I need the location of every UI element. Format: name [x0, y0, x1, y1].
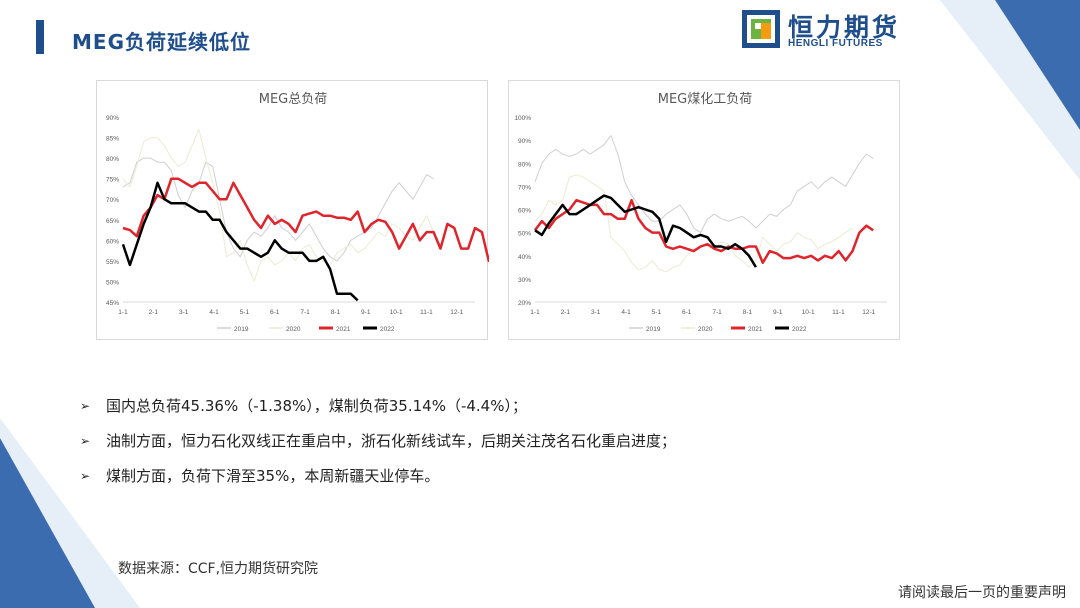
y-tick-label: 45% [106, 300, 119, 307]
x-tick-label: 2-1 [561, 309, 571, 316]
chart-title: MEG煤化工负荷 [658, 92, 753, 107]
title-accent-bar [36, 20, 44, 54]
disclaimer-footer: 请阅读最后一页的重要声明 [898, 585, 1066, 601]
logo-mark-icon [742, 10, 780, 48]
x-tick-label: 9-1 [773, 309, 783, 316]
x-tick-label: 3-1 [179, 309, 189, 316]
y-tick-label: 70% [106, 197, 119, 204]
arrow-bullet-icon: ➢ [80, 468, 91, 483]
x-tick-label: 1-1 [118, 309, 128, 316]
y-tick-label: 80% [106, 156, 119, 163]
x-tick-label: 8-1 [743, 309, 753, 316]
y-tick-label: 40% [518, 254, 531, 261]
y-tick-label: 70% [518, 184, 531, 191]
y-tick-label: 100% [514, 115, 531, 122]
chart-total-load: MEG总负荷 45% 50% 55% 60% 65% 70% 75% 80% 85% 90% 1-1 2… [96, 80, 489, 340]
legend-label: 2022 [792, 326, 807, 333]
logo-english-name: HENGLI FUTURES [788, 38, 883, 49]
corner-decoration-bottom-left [0, 418, 140, 608]
legend-label: 2020 [698, 326, 713, 333]
legend-label: 2020 [286, 326, 301, 333]
series-line-2021 [122, 177, 489, 263]
page-title: MEG负荷延续低位 [72, 30, 251, 54]
x-tick-label: 11-1 [832, 309, 845, 316]
y-tick-label: 20% [518, 300, 531, 307]
bullet-text: 油制方面，恒力石化双线正在重启中，浙石化新线试车，后期关注茂名石化重启进度； [106, 432, 677, 450]
legend-label: 2022 [380, 326, 395, 333]
bullet-item: ➢ 国内总负荷45.36%（-1.38%），煤制负荷35.14%（-4.4%）； [80, 388, 676, 423]
x-tick-label: 5-1 [652, 309, 662, 316]
x-tick-label: 10-1 [390, 309, 403, 316]
series-line-2019 [534, 135, 874, 234]
x-tick-label: 6-1 [270, 309, 280, 316]
x-tick-label: 3-1 [591, 309, 601, 316]
chart-coal-chemical-load: MEG煤化工负荷 20% 30% 40% 50% 60% 70% 80% 90% 100% 1-1 2… [508, 80, 900, 340]
legend-label: 2019 [646, 326, 661, 333]
y-tick-label: 75% [106, 177, 119, 184]
x-tick-label: 11-1 [420, 309, 433, 316]
y-tick-label: 30% [518, 277, 531, 284]
legend-label: 2021 [336, 326, 351, 333]
y-tick-label: 60% [518, 208, 531, 215]
corner-decoration-top-right [940, 0, 1080, 180]
arrow-bullet-icon: ➢ [80, 398, 91, 413]
y-tick-label: 50% [106, 279, 119, 286]
series-line-2020 [534, 174, 853, 273]
bullet-item: ➢ 油制方面，恒力石化双线正在重启中，浙石化新线试车，后期关注茂名石化重启进度； [80, 423, 676, 458]
logo-chinese-name: 恒力期货 [788, 13, 901, 42]
series-line-2022 [534, 194, 757, 268]
x-tick-label: 10-1 [802, 309, 815, 316]
company-logo: 恒力期货 HENGLI FUTURES [742, 10, 912, 52]
y-tick-label: 90% [518, 138, 531, 145]
x-tick-label: 12-1 [862, 309, 875, 316]
x-tick-label: 2-1 [149, 309, 159, 316]
chart-title: MEG总负荷 [259, 92, 328, 107]
y-tick-label: 80% [518, 161, 531, 168]
x-tick-label: 4-1 [621, 309, 631, 316]
bullet-item: ➢ 煤制方面，负荷下滑至35%，本周新疆天业停车。 [80, 458, 676, 493]
x-tick-label: 1-1 [530, 309, 540, 316]
y-tick-label: 65% [106, 218, 119, 225]
x-tick-label: 9-1 [361, 309, 371, 316]
series-line-2020 [122, 128, 435, 282]
bullet-text: 国内总负荷45.36%（-1.38%），煤制负荷35.14%（-4.4%）； [106, 397, 527, 415]
legend-label: 2021 [748, 326, 763, 333]
bullet-text: 煤制方面，负荷下滑至35%，本周新疆天业停车。 [106, 467, 440, 485]
data-source-note: 数据来源：CCF,恒力期货研究院 [118, 561, 319, 577]
x-tick-label: 12-1 [450, 309, 463, 316]
bullet-list: ➢ 国内总负荷45.36%（-1.38%），煤制负荷35.14%（-4.4%）；… [80, 388, 676, 493]
x-tick-label: 7-1 [712, 309, 722, 316]
x-tick-label: 7-1 [300, 309, 310, 316]
y-tick-label: 55% [106, 259, 119, 266]
x-tick-label: 6-1 [682, 309, 692, 316]
arrow-bullet-icon: ➢ [80, 433, 91, 448]
x-tick-label: 4-1 [209, 309, 219, 316]
y-tick-label: 85% [106, 136, 119, 143]
series-line-2022 [121, 181, 359, 302]
legend-label: 2019 [234, 326, 249, 333]
y-tick-label: 90% [106, 115, 119, 122]
y-tick-label: 60% [106, 238, 119, 245]
series-line-2021 [534, 198, 874, 264]
y-tick-label: 50% [518, 231, 531, 238]
x-tick-label: 5-1 [240, 309, 250, 316]
x-tick-label: 8-1 [331, 309, 341, 316]
